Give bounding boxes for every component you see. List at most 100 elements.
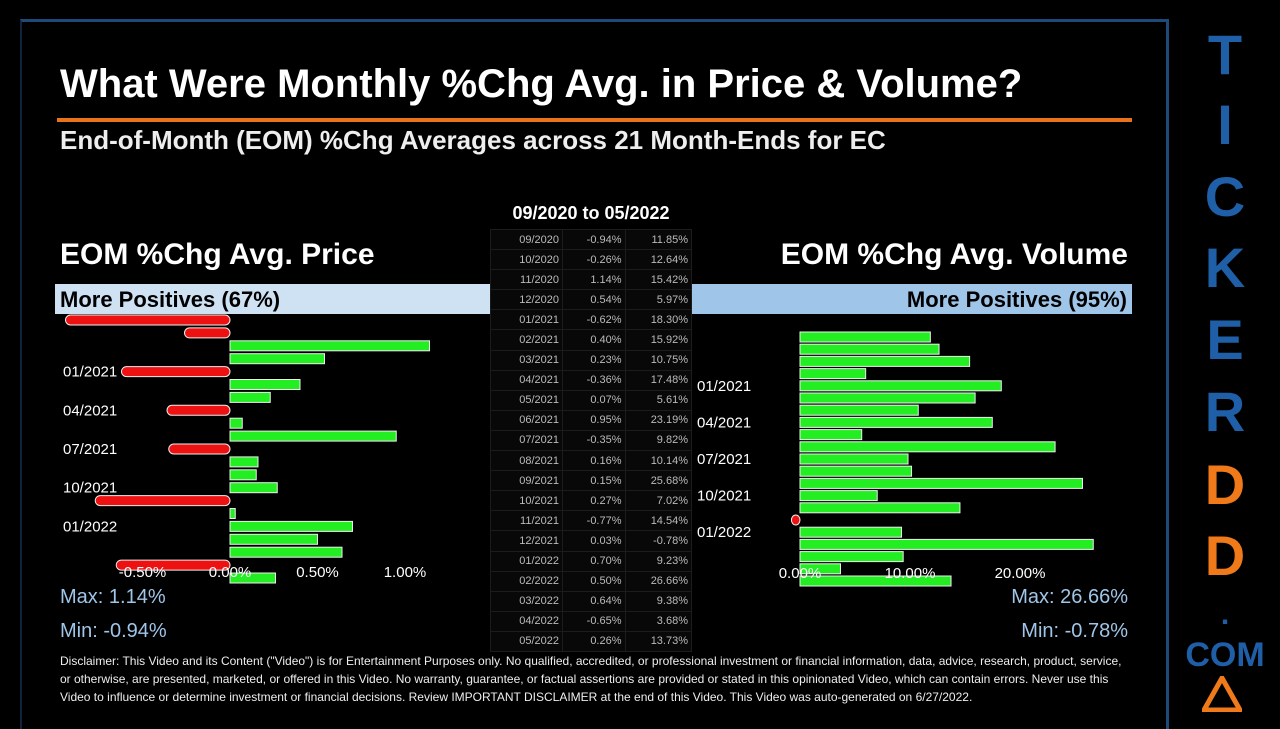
bar-04/2022 <box>799 563 841 575</box>
volume-banner: More Positives (95%) <box>692 284 1132 314</box>
month-cell: 04/2022 <box>490 610 563 632</box>
bar-05/2021 <box>799 429 863 441</box>
price-chg-cell: -0.77% <box>562 510 626 532</box>
x-tick-label: 0.00% <box>779 565 822 582</box>
price-chg-cell: 0.23% <box>562 349 626 371</box>
price-max: Max: 1.14% <box>60 586 166 608</box>
bar-09/2021 <box>799 477 1083 489</box>
bar-02/2022 <box>799 538 1094 550</box>
bar-12/2021 <box>229 508 236 519</box>
bar-11/2021 <box>94 495 231 507</box>
page-title: What Were Monthly %Chg Avg. in Price & V… <box>60 62 1023 106</box>
bar-12/2020 <box>229 353 325 365</box>
month-cell: 05/2022 <box>490 630 563 652</box>
table-row: 05/2022 0.26% 13.73% <box>490 630 693 652</box>
volume-chg-cell: 10.75% <box>624 349 693 371</box>
y-tick-label: 07/2021 <box>63 441 117 458</box>
price-chg-cell: 0.27% <box>562 490 626 512</box>
price-chg-cell: 0.95% <box>562 409 626 431</box>
volume-max: Max: 26.66% <box>1011 586 1128 608</box>
y-tick-label: 01/2021 <box>63 364 117 381</box>
month-cell: 01/2021 <box>490 309 563 331</box>
table-row: 06/2021 0.95% 23.19% <box>490 409 693 431</box>
bar-02/2021 <box>229 379 301 390</box>
bar-12/2021 <box>790 514 801 526</box>
price-min: Min: -0.94% <box>60 620 167 642</box>
bar-05/2021 <box>229 417 243 429</box>
bar-03/2022 <box>229 546 343 558</box>
y-tick-label: 01/2022 <box>697 524 751 541</box>
bar-08/2021 <box>229 456 259 468</box>
bar-08/2021 <box>799 465 913 477</box>
bar-09/2020 <box>65 314 231 326</box>
table-row: 03/2021 0.23% 10.75% <box>490 349 693 371</box>
table-row: 02/2021 0.40% 15.92% <box>490 329 693 351</box>
volume-chg-cell: 13.73% <box>624 630 693 652</box>
price-chg-cell: -0.26% <box>562 249 626 271</box>
month-cell: 05/2021 <box>490 389 563 411</box>
month-cell: 10/2021 <box>490 490 563 512</box>
price-chg-cell: 0.03% <box>562 530 626 552</box>
y-tick-label: 04/2021 <box>63 402 117 419</box>
y-tick-label: 04/2021 <box>697 414 751 431</box>
table-row: 12/2020 0.54% 5.97% <box>490 289 693 311</box>
brand-letter: R <box>1204 380 1246 443</box>
bar-06/2021 <box>229 430 397 442</box>
month-cell: 12/2020 <box>490 289 563 311</box>
table-row: 11/2021 -0.77% 14.54% <box>490 510 693 532</box>
price-chg-cell: 0.64% <box>562 590 626 612</box>
price-chg-cell: 0.54% <box>562 289 626 311</box>
slide-frame <box>20 19 1169 729</box>
price-chg-cell: 0.07% <box>562 389 626 411</box>
bar-10/2021 <box>229 482 278 494</box>
table-row: 09/2020 -0.94% 11.85% <box>490 228 693 251</box>
volume-chg-cell: -0.78% <box>624 530 693 552</box>
bar-04/2021 <box>799 416 993 428</box>
volume-chg-cell: 9.38% <box>624 590 693 612</box>
bar-03/2021 <box>799 404 919 416</box>
bar-11/2020 <box>229 340 430 352</box>
data-table: 09/2020 -0.94% 11.85% 10/2020 -0.26% 12.64% 11… <box>490 228 693 652</box>
page-subtitle: End-of-Month (EOM) %Chg Averages across … <box>60 125 886 155</box>
month-cell: 08/2021 <box>490 450 563 472</box>
brand-letter: C <box>1204 165 1246 228</box>
brand-suffix: COM <box>1185 636 1265 674</box>
month-cell: 02/2021 <box>490 329 563 351</box>
month-cell: 04/2021 <box>490 369 563 391</box>
volume-chg-cell: 17.48% <box>624 369 693 391</box>
price-banner: More Positives (67%) <box>55 284 490 314</box>
volume-chg-cell: 15.92% <box>624 329 693 351</box>
table-row: 12/2021 0.03% -0.78% <box>490 530 693 552</box>
bar-09/2021 <box>229 469 257 481</box>
x-tick-label: 10.00% <box>885 565 936 582</box>
price-chg-cell: 0.15% <box>562 470 626 492</box>
bar-01/2022 <box>229 520 353 532</box>
bar-03/2021 <box>229 391 271 403</box>
bar-12/2020 <box>799 368 867 380</box>
price-chg-cell: -0.94% <box>562 228 626 251</box>
table-row: 01/2021 -0.62% 18.30% <box>490 309 693 331</box>
price-chg-cell: -0.35% <box>562 429 626 452</box>
warning-triangle-icon <box>1202 676 1242 712</box>
bar-10/2020 <box>799 343 940 355</box>
volume-chart: 01/2021 04/2021 07/2021 10/2021 01/2022 0.00%… <box>697 331 1094 587</box>
table-row: 03/2022 0.64% 9.38% <box>490 590 693 612</box>
title-divider <box>57 118 1132 122</box>
bar-10/2021 <box>799 490 878 502</box>
brand-letter: D <box>1204 524 1246 587</box>
table-row: 04/2022 -0.65% 3.68% <box>490 610 693 632</box>
brand-letter: I <box>1217 93 1233 156</box>
brand-letter: E <box>1206 308 1244 371</box>
table-row: 08/2021 0.16% 10.14% <box>490 450 693 472</box>
table-row: 10/2020 -0.26% 12.64% <box>490 249 693 271</box>
volume-chg-cell: 9.23% <box>624 550 693 572</box>
volume-chg-cell: 5.61% <box>624 389 693 411</box>
price-chg-cell: 0.26% <box>562 630 626 652</box>
price-heading: EOM %Chg Avg. Price <box>60 238 375 271</box>
y-tick-label: 01/2021 <box>697 378 751 395</box>
y-tick-label: 10/2021 <box>63 480 117 497</box>
price-chg-cell: 0.50% <box>562 570 626 592</box>
price-chg-cell: -0.36% <box>562 369 626 391</box>
brand-dot: . <box>1220 598 1230 631</box>
bar-09/2020 <box>799 331 931 343</box>
